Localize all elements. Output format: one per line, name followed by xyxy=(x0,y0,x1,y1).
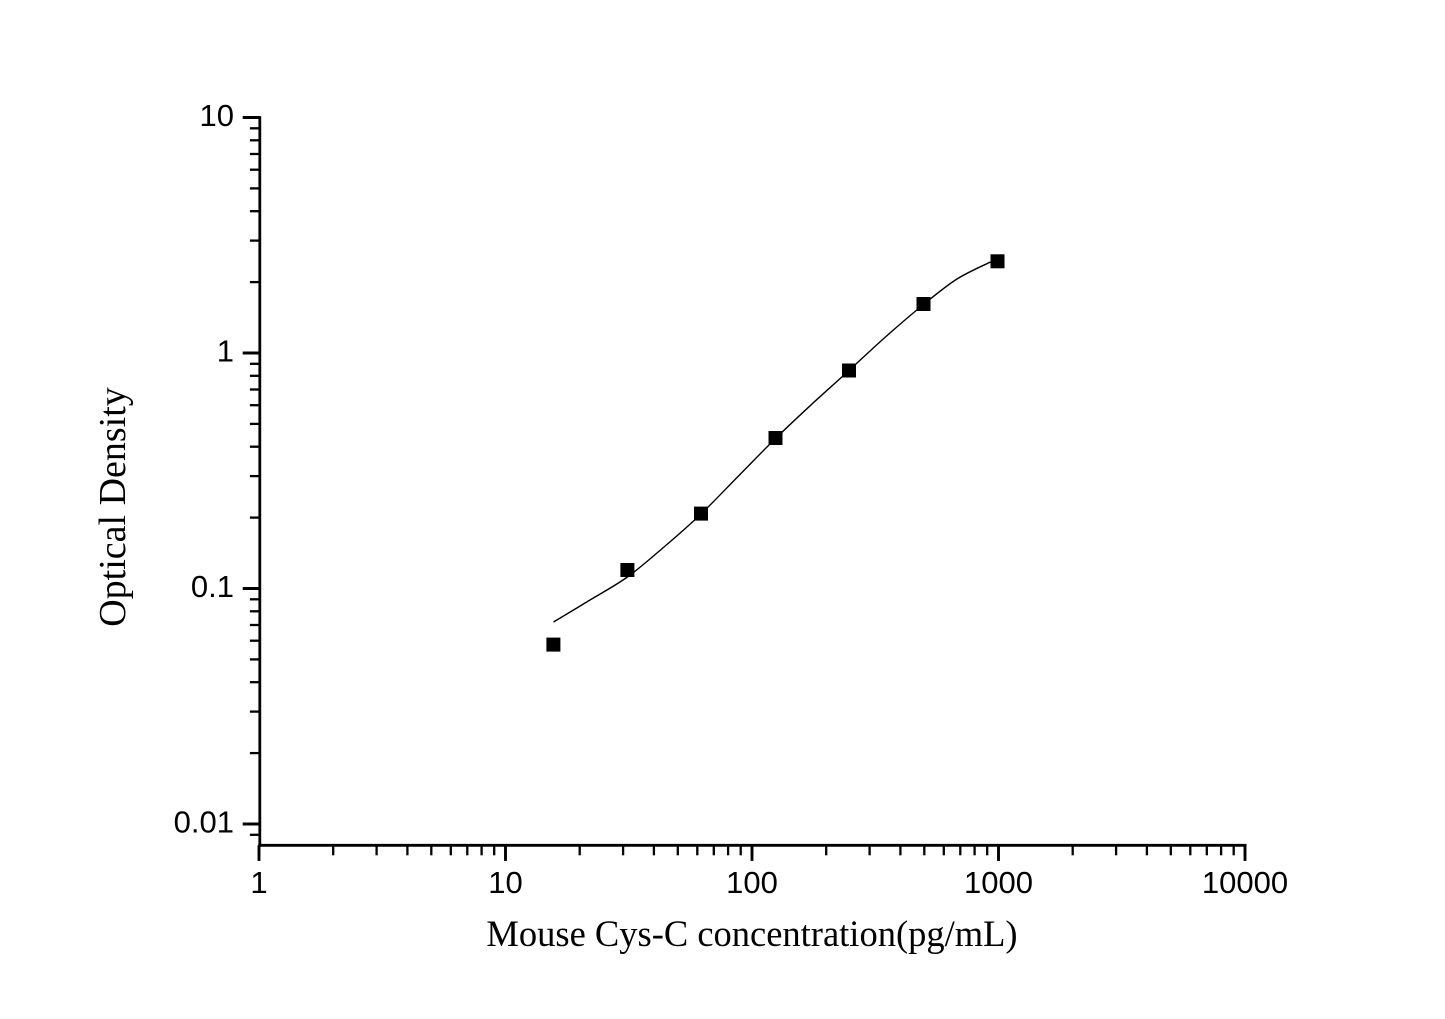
svg-text:Mouse Cys-C concentration(pg/m: Mouse Cys-C concentration(pg/mL) xyxy=(486,913,1017,954)
svg-text:10: 10 xyxy=(488,865,522,900)
svg-text:1: 1 xyxy=(250,865,267,900)
svg-text:1: 1 xyxy=(217,333,234,368)
svg-text:Optical Density: Optical Density xyxy=(92,387,134,627)
svg-text:100: 100 xyxy=(726,865,778,900)
svg-text:10000: 10000 xyxy=(1202,865,1288,900)
svg-text:0.1: 0.1 xyxy=(191,569,234,604)
svg-text:0.01: 0.01 xyxy=(174,804,234,839)
svg-text:10: 10 xyxy=(200,98,234,133)
svg-text:1000: 1000 xyxy=(964,865,1033,900)
